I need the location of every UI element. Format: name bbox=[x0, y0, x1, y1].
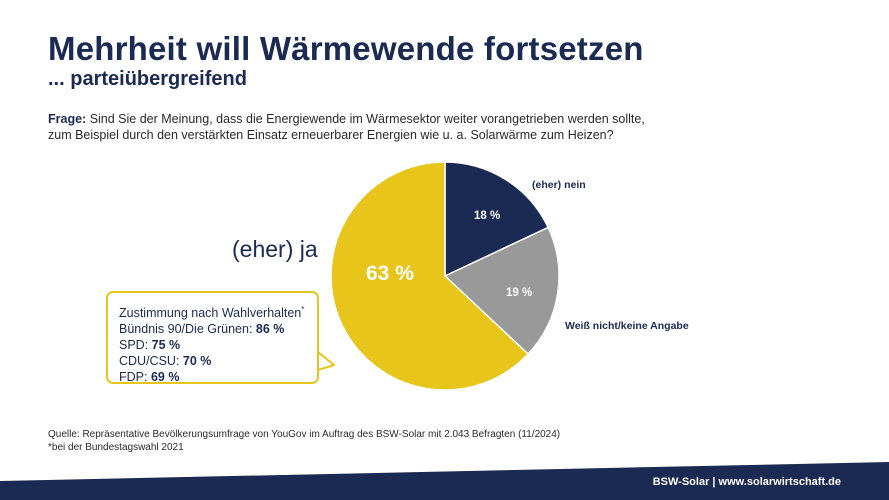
callout-row: SPD: 75 % bbox=[119, 337, 317, 353]
party-value: 70 % bbox=[182, 354, 212, 369]
question-line-2: zum Beispiel durch den verstärkten Einsa… bbox=[48, 128, 614, 142]
page-subtitle: ... parteiübergreifend bbox=[48, 68, 247, 90]
slice-label-weiss: Weiß nicht/keine Angabe bbox=[565, 320, 689, 332]
callout-row: CDU/CSU: 70 % bbox=[119, 353, 317, 369]
footnote-line: *bei der Bundestagswahl 2021 bbox=[48, 442, 184, 453]
footer-link[interactable]: BSW-Solar | www.solarwirtschaft.de bbox=[652, 476, 841, 488]
slice-label-ja: (eher) ja bbox=[232, 236, 318, 262]
party-name: SPD: bbox=[119, 338, 149, 353]
party-name: CDU/CSU: bbox=[119, 354, 180, 369]
voting-callout: Zustimmung nach Wahlverhalten* Bündnis 9… bbox=[106, 291, 319, 384]
callout-heading: Zustimmung nach Wahlverhalten* bbox=[119, 302, 317, 321]
page-title: Mehrheit will Wärmewende fortsetzen bbox=[48, 30, 644, 67]
source-note: Quelle: Repräsentative Bevölkerungsumfra… bbox=[48, 428, 560, 454]
party-name: FDP: bbox=[119, 370, 148, 385]
party-name: Bündnis 90/Die Grünen: bbox=[119, 322, 253, 337]
slice-value-weiss: 19 % bbox=[506, 287, 533, 299]
pie-slice-ja bbox=[330, 161, 530, 391]
callout-footnote-mark: * bbox=[301, 305, 305, 314]
survey-question: Frage: Sind Sie der Meinung, dass die En… bbox=[48, 111, 688, 143]
callout-pointer bbox=[317, 351, 335, 371]
callout-row: FDP: 69 % bbox=[119, 369, 317, 385]
pie-slice-nein bbox=[444, 161, 550, 278]
slice-value-ja: 63 % bbox=[366, 262, 414, 285]
callout-heading-text: Zustimmung nach Wahlverhalten bbox=[119, 306, 302, 321]
party-value: 86 % bbox=[255, 322, 285, 337]
party-value: 69 % bbox=[150, 370, 180, 385]
callout-row: Bündnis 90/Die Grünen: 86 % bbox=[119, 321, 317, 337]
slice-value-nein: 18 % bbox=[474, 210, 501, 222]
source-line: Quelle: Repräsentative Bevölkerungsumfra… bbox=[48, 429, 561, 440]
slice-label-nein: (eher) nein bbox=[532, 179, 586, 191]
party-value: 75 % bbox=[151, 338, 181, 353]
question-line-1: Sind Sie der Meinung, dass die Energiewe… bbox=[89, 112, 645, 126]
pie-slice-weiss bbox=[443, 226, 560, 356]
question-prefix: Frage: bbox=[48, 112, 87, 126]
